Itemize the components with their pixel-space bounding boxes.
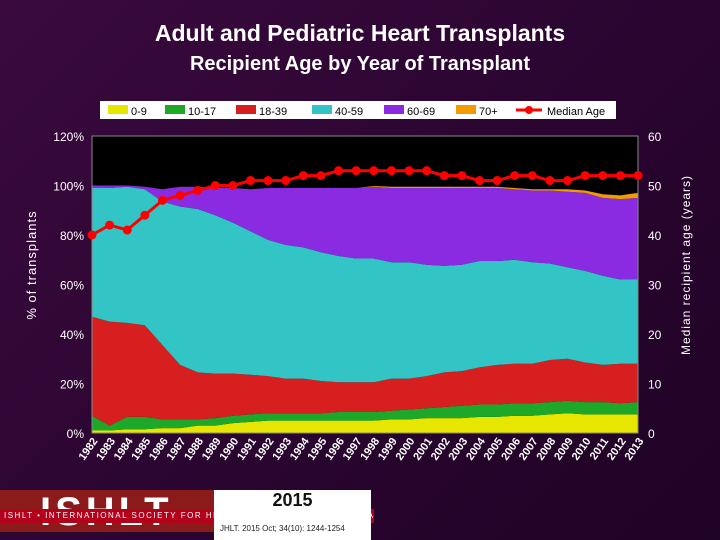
median-age-point [492, 176, 502, 186]
legend-label: 70+ [479, 106, 498, 118]
legend-label: Median Age [547, 106, 605, 118]
median-age-point [439, 171, 449, 181]
y2-tick-label: 50 [648, 180, 662, 194]
y2-tick-label: 40 [648, 229, 662, 243]
y2-tick-label: 10 [648, 378, 662, 392]
legend-label: 18-39 [259, 106, 287, 118]
median-age-point [281, 176, 291, 186]
median-age-point [580, 171, 590, 181]
y2-tick-label: 30 [648, 279, 662, 293]
y2-tick-label: 0 [648, 427, 655, 441]
legend-swatch [236, 105, 256, 114]
area-series-group [92, 185, 638, 433]
median-age-series [87, 166, 643, 240]
y-tick-label: 80% [60, 229, 84, 243]
median-age-point [246, 176, 256, 186]
y2-axis-label: Median recipient age (years) [679, 175, 693, 355]
median-age-point [527, 171, 537, 181]
legend-swatch [312, 105, 332, 114]
y2-tick-label: 20 [648, 328, 662, 342]
median-age-point [122, 225, 132, 235]
median-age-point [369, 166, 379, 176]
legend-marker [525, 106, 533, 114]
median-age-point [193, 185, 203, 195]
area-0-9 [92, 413, 638, 433]
chart-title: Adult and Pediatric Heart Transplants [154, 20, 566, 46]
median-age-point [615, 171, 625, 181]
median-age-point [510, 171, 520, 181]
legend-swatch [165, 105, 185, 114]
y-tick-label: 100% [53, 180, 84, 194]
legend-swatch [456, 105, 476, 114]
area-60-69 [92, 185, 638, 280]
legend: 0-9 10-17 18-39 40-59 60-69 70+ Median Age [100, 101, 616, 119]
median-age-point [263, 176, 273, 186]
y-tick-label: 20% [60, 378, 84, 392]
x-tick-label: 2013 [623, 436, 647, 463]
y-tick-label: 60% [60, 279, 84, 293]
median-age-point [422, 166, 432, 176]
right-axis-ticks: 0 10 20 30 40 50 60 [648, 130, 662, 441]
median-age-point [598, 171, 608, 181]
report-year: 2015 [272, 490, 313, 510]
y-axis-label: % of transplants [24, 210, 39, 319]
left-axis-ticks: 0% 20% 40% 60% 80% 100% 120% [53, 130, 84, 441]
area-10-17 [92, 400, 638, 431]
median-age-point [298, 171, 308, 181]
median-age-point [87, 230, 97, 240]
legend-label: 60-69 [407, 106, 435, 118]
area-40-59 [92, 186, 638, 383]
y-tick-label: 0% [67, 427, 85, 441]
legend-box [100, 101, 616, 119]
median-age-point [474, 176, 484, 186]
median-age-point [334, 166, 344, 176]
legend-swatch [384, 105, 404, 114]
median-age-point [386, 166, 396, 176]
legend-swatch [108, 105, 128, 114]
median-age-point [228, 181, 238, 190]
median-age-point [157, 195, 167, 205]
median-age-point [105, 220, 115, 230]
median-age-point [545, 176, 555, 186]
y2-tick-label: 60 [648, 130, 662, 144]
citation: JHLT. 2015 Oct; 34(10): 1244-1254 [220, 524, 345, 533]
median-age-point [633, 171, 643, 181]
x-tick-label: 2010 [570, 436, 594, 463]
legend-label: 40-59 [335, 106, 363, 118]
legend-label: 10-17 [188, 106, 216, 118]
median-age-point [175, 190, 185, 200]
report-year-box: 2015 JHLT. 2015 Oct; 34(10): 1244-1254 [214, 490, 371, 540]
median-age-point [457, 171, 467, 181]
median-age-point [351, 166, 361, 176]
median-age-point [210, 181, 220, 190]
legend-label: 0-9 [131, 106, 147, 118]
plot-frame [91, 135, 639, 434]
area-18-39 [92, 316, 638, 426]
chart-subtitle: Recipient Age by Year of Transplant [189, 53, 531, 75]
median-age-point [316, 171, 326, 181]
median-age-point [140, 210, 150, 220]
plot-border [91, 135, 639, 434]
y-tick-label: 40% [60, 328, 84, 342]
median-age-point [563, 176, 573, 186]
median-age-point [404, 166, 414, 176]
x-axis-tick-labels: 1982198319841985198619871988198919901991… [77, 435, 647, 463]
y-tick-label: 120% [53, 130, 84, 144]
